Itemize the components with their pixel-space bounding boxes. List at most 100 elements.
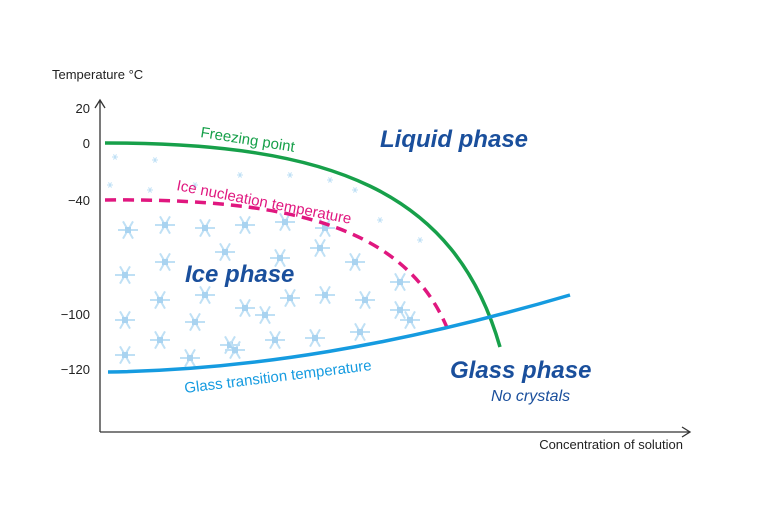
y-axis [94, 98, 106, 432]
snowflake [195, 285, 215, 305]
snowflake-core [122, 272, 128, 278]
snowflake [255, 305, 275, 325]
snowflake [265, 330, 285, 350]
snowflake-core [187, 355, 193, 361]
snowflake-arms [118, 220, 138, 240]
snowflake-arms [185, 312, 205, 332]
snowflake-core [362, 297, 368, 303]
snowflake-core [202, 292, 208, 298]
snowflake-arms [180, 348, 200, 368]
snowflake-core [277, 255, 283, 261]
snowflake [115, 345, 135, 365]
snowflake [235, 298, 255, 318]
snowflake-arms [225, 340, 245, 360]
snowflake [237, 172, 243, 178]
snowflake [225, 340, 245, 360]
nucleation-curve [104, 198, 452, 336]
snowflake-arms [195, 285, 215, 305]
snowflake [305, 328, 325, 348]
snowflake-core [407, 317, 413, 323]
snowflake-core [397, 279, 403, 285]
region-note: No crystals [491, 388, 570, 405]
snowflake-core [397, 307, 403, 313]
freezing-curve [104, 141, 502, 348]
snowflake-core [317, 245, 323, 251]
curve-label: Glass transition temperature [183, 357, 372, 397]
snowflake-arms [265, 330, 285, 350]
snowflake [315, 285, 335, 305]
snowflake [185, 312, 205, 332]
snowflake-arms [270, 248, 290, 268]
snowflake [350, 322, 370, 342]
snowflake-arms [417, 237, 423, 243]
snowflake-arms [107, 182, 113, 188]
x-axis [100, 426, 692, 438]
snowflake [118, 220, 138, 240]
snowflake [192, 182, 198, 188]
snowflake [390, 272, 410, 292]
snowflake [155, 252, 175, 272]
snowflake-core [157, 337, 163, 343]
snowflake-core [122, 352, 128, 358]
snowflake [287, 172, 293, 178]
snowflake [115, 265, 135, 285]
snowflake-arms [150, 330, 170, 350]
snowflake-core [322, 292, 328, 298]
snowflake-arms [115, 310, 135, 330]
snowflake-arms [400, 310, 420, 330]
y-axis-label: Temperature °C [52, 67, 143, 82]
snowflake-core [357, 329, 363, 335]
snowflake [112, 154, 118, 160]
snowflake [280, 288, 300, 308]
snowflake-arms [115, 265, 135, 285]
snowflake-arms [280, 288, 300, 308]
snowflake-arms [255, 305, 275, 325]
snowflake-arms [355, 290, 375, 310]
x-axis-label: Concentration of solution [539, 437, 683, 452]
snowflake-core [122, 317, 128, 323]
snowflake-arms [150, 290, 170, 310]
snowflake [195, 218, 215, 238]
snowflake [390, 300, 410, 320]
snowflake-core [162, 222, 168, 228]
snowflakes [107, 154, 423, 368]
snowflake [147, 187, 153, 193]
snowflake-core [282, 219, 288, 225]
snowflake-arms [237, 172, 243, 178]
snowflake-arms [350, 322, 370, 342]
snowflake-core [222, 249, 228, 255]
snowflake-arms [305, 328, 325, 348]
snowflake-core [262, 312, 268, 318]
snowflake [152, 157, 158, 163]
snowflake-core [242, 222, 248, 228]
snowflake [377, 217, 383, 223]
snowflake [400, 310, 420, 330]
snowflake [275, 212, 295, 232]
snowflake-arms [235, 215, 255, 235]
snowflake [310, 238, 330, 258]
snowflake-arms [115, 345, 135, 365]
snowflake-arms [377, 217, 383, 223]
snowflake [150, 290, 170, 310]
region-label: Ice phase [185, 261, 294, 288]
snowflake-core [227, 342, 233, 348]
snowflake [315, 218, 335, 238]
snowflake [150, 330, 170, 350]
snowflake-core [287, 295, 293, 301]
snowflake-core [352, 259, 358, 265]
snowflake-arms [315, 285, 335, 305]
snowflake [215, 242, 235, 262]
snowflake [180, 348, 200, 368]
snowflake [155, 215, 175, 235]
snowflake-core [202, 225, 208, 231]
snowflake [352, 187, 358, 193]
snowflake [115, 310, 135, 330]
snowflake [327, 177, 333, 183]
snowflake-core [322, 225, 328, 231]
snowflake-core [232, 347, 238, 353]
glass-curve [107, 293, 571, 374]
snowflake [107, 182, 113, 188]
snowflake-arms [390, 300, 410, 320]
snowflake [355, 290, 375, 310]
